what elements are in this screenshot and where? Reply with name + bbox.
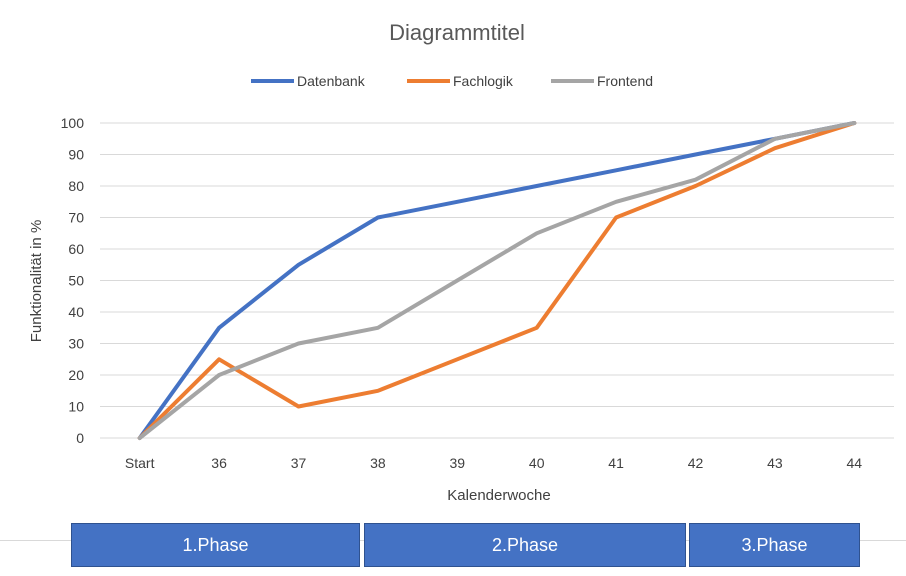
legend-label: Datenbank: [297, 73, 366, 89]
y-tick-label: 10: [68, 399, 84, 415]
x-axis-ticks: Start 36 37 38 39 40 41 42 43 44: [125, 455, 862, 471]
x-tick-label: 43: [767, 455, 783, 471]
series-lines: [137, 121, 857, 440]
y-tick-label: 0: [76, 430, 84, 446]
phase-bar-1: 1.Phase: [71, 523, 360, 567]
legend-label: Fachlogik: [453, 73, 514, 89]
legend: Datenbank Fachlogik Frontend: [251, 73, 653, 89]
phase-label: 3.Phase: [741, 534, 808, 555]
y-tick-label: 70: [68, 210, 84, 226]
x-tick-label: 44: [847, 455, 863, 471]
series-line-fachlogik: [137, 121, 857, 440]
y-tick-label: 100: [61, 115, 85, 131]
phase-label: 1.Phase: [182, 534, 249, 555]
y-tick-label: 20: [68, 367, 84, 383]
legend-label: Frontend: [597, 73, 653, 89]
x-tick-label: Start: [125, 455, 155, 471]
y-tick-label: 30: [68, 336, 84, 352]
phase-label: 2.Phase: [491, 534, 559, 555]
y-tick-label: 50: [68, 273, 84, 289]
y-tick-label: 90: [68, 147, 84, 163]
y-tick-label: 60: [68, 241, 84, 257]
series-line-datenbank: [137, 121, 857, 440]
chart-title: Diagrammtitel: [389, 20, 525, 45]
phase-bar-2: 2.Phase: [364, 523, 686, 567]
x-tick-label: 36: [211, 455, 227, 471]
y-axis-ticks: 0 10 20 30 40 50 60 70 80 90 100: [61, 115, 85, 446]
x-tick-label: 40: [529, 455, 545, 471]
x-tick-label: 37: [291, 455, 307, 471]
line-chart: Diagrammtitel Datenbank Fachlogik Frontend…: [28, 20, 894, 504]
x-tick-label: 39: [450, 455, 466, 471]
x-tick-label: 41: [608, 455, 624, 471]
x-tick-label: 42: [688, 455, 704, 471]
y-tick-label: 80: [68, 178, 84, 194]
x-axis-title: Kalenderwoche: [447, 487, 550, 504]
y-axis-title: Funktionalität in %: [28, 220, 45, 343]
gridlines: [100, 122, 894, 439]
series-line-frontend: [137, 121, 857, 440]
x-tick-label: 38: [370, 455, 386, 471]
y-tick-label: 40: [68, 304, 84, 320]
phase-bar-3: 3.Phase: [689, 523, 860, 567]
